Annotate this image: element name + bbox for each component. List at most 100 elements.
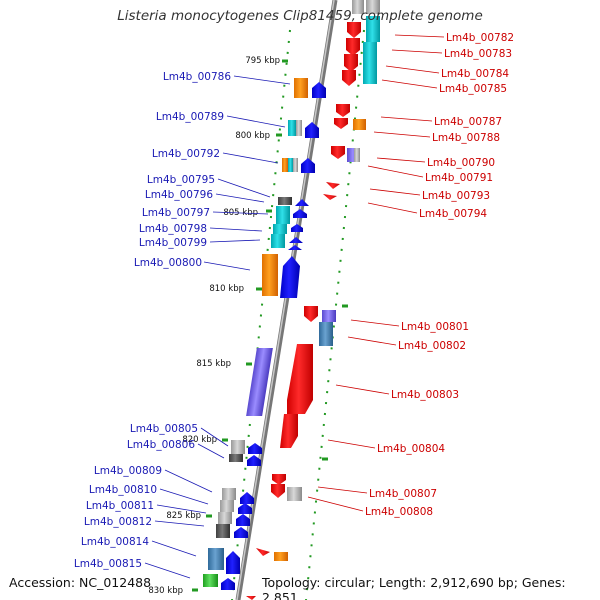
gene-arrow-red[interactable] — [271, 484, 285, 498]
gene-box[interactable] — [282, 158, 288, 172]
scale-label: 820 kbp — [182, 435, 217, 445]
gene-box[interactable] — [296, 120, 302, 136]
gene-label-left[interactable]: Lm4b_00800 — [134, 257, 202, 269]
gene-box[interactable] — [293, 158, 298, 172]
gene-arrow-red[interactable] — [326, 182, 340, 189]
gene-box[interactable] — [216, 524, 230, 538]
gene-box[interactable] — [322, 310, 336, 322]
gene-box[interactable] — [218, 512, 232, 524]
gene-arrow-red[interactable] — [246, 596, 256, 600]
gene-arrow-blue[interactable] — [248, 443, 262, 454]
gene-label-right[interactable]: Lm4b_00793 — [422, 190, 490, 202]
gene-box[interactable] — [366, 0, 380, 14]
gene-label-right[interactable]: Lm4b_00782 — [446, 32, 514, 44]
gene-label-left[interactable]: Lm4b_00806 — [127, 439, 195, 451]
gene-box[interactable] — [208, 548, 224, 570]
gene-label-left[interactable]: Lm4b_00795 — [147, 174, 215, 186]
gene-label-right[interactable]: Lm4b_00791 — [425, 172, 493, 184]
gene-box[interactable] — [319, 322, 333, 346]
gene-arrow-red[interactable] — [331, 146, 345, 159]
gene-arrow-blue[interactable] — [305, 122, 319, 138]
gene-arrow-red[interactable] — [347, 22, 361, 38]
gene-box[interactable] — [288, 120, 296, 136]
gene-arrow-red[interactable] — [334, 118, 348, 129]
gene-arrow-red[interactable] — [272, 474, 286, 485]
gene-box[interactable] — [273, 224, 287, 234]
gene-label-left[interactable]: Lm4b_00812 — [84, 516, 152, 528]
gene-arrow-blue[interactable] — [301, 158, 315, 173]
gene-box[interactable] — [220, 500, 234, 512]
gene-label-left[interactable]: Lm4b_00792 — [152, 148, 220, 160]
gene-label-left[interactable]: Lm4b_00815 — [74, 558, 142, 570]
gene-label-right[interactable]: Lm4b_00790 — [427, 157, 495, 169]
gene-arrow-red[interactable] — [336, 104, 350, 117]
gene-label-right[interactable]: Lm4b_00807 — [369, 488, 437, 500]
gene-box[interactable] — [288, 158, 293, 172]
gene-box[interactable] — [271, 234, 285, 248]
gene-box[interactable] — [231, 440, 245, 454]
gene-label-right[interactable]: Lm4b_00783 — [444, 48, 512, 60]
gene-label-left[interactable]: Lm4b_00814 — [81, 536, 149, 548]
gene-arrow-red[interactable] — [346, 38, 360, 56]
gene-label-right[interactable]: Lm4b_00802 — [398, 340, 466, 352]
gene-arrow-red[interactable] — [256, 548, 270, 556]
gene-arrow-blue[interactable] — [238, 503, 252, 514]
gene-arrow-blue[interactable] — [291, 224, 303, 232]
gene-label-right[interactable]: Lm4b_00794 — [419, 208, 487, 220]
gene-label-right[interactable]: Lm4b_00787 — [434, 116, 502, 128]
gene-label-right[interactable]: Lm4b_00788 — [432, 132, 500, 144]
gene-arrow-blue[interactable] — [280, 256, 300, 298]
gene-box[interactable] — [352, 0, 364, 14]
gene-box[interactable] — [274, 552, 288, 561]
gene-arrow-blue[interactable] — [295, 199, 309, 206]
gene-box[interactable] — [287, 487, 302, 501]
gene-arrow-blue[interactable] — [226, 551, 240, 574]
gene-arrow-blue[interactable] — [247, 455, 261, 466]
gene-label-right[interactable]: Lm4b_00804 — [377, 443, 445, 455]
gene-label-left[interactable]: Lm4b_00805 — [130, 423, 198, 435]
gene-label-right[interactable]: Lm4b_00803 — [391, 389, 459, 401]
gene-arrow-blue[interactable] — [221, 578, 235, 590]
gene-label-left[interactable]: Lm4b_00798 — [139, 223, 207, 235]
gene-arrow-red[interactable] — [280, 414, 298, 448]
gene-arrow-red[interactable] — [342, 70, 356, 86]
gene-box[interactable] — [222, 488, 236, 500]
gene-label-left[interactable]: Lm4b_00799 — [139, 237, 207, 249]
gene-label-left[interactable]: Lm4b_00786 — [163, 71, 231, 83]
gene-label-right[interactable]: Lm4b_00785 — [439, 83, 507, 95]
gene-arrow-red[interactable] — [344, 54, 358, 72]
gene-arrow-blue[interactable] — [234, 527, 248, 538]
gene-box[interactable] — [262, 254, 278, 296]
gene-arrow-blue[interactable] — [293, 209, 307, 218]
gene-box[interactable] — [353, 119, 366, 130]
gene-box[interactable] — [278, 197, 292, 205]
gene-label-right[interactable]: Lm4b_00808 — [365, 506, 433, 518]
scale-label: 825 kbp — [166, 511, 201, 521]
gene-arrow-blue[interactable] — [288, 245, 302, 250]
gene-label-left[interactable]: Lm4b_00789 — [156, 111, 224, 123]
gene-label-left[interactable]: Lm4b_00809 — [94, 465, 162, 477]
gene-label-right[interactable]: Lm4b_00801 — [401, 321, 469, 333]
gene-box[interactable] — [276, 206, 290, 224]
gene-label-left[interactable]: Lm4b_00797 — [142, 207, 210, 219]
gene-box[interactable] — [246, 348, 273, 416]
gene-box[interactable] — [229, 454, 243, 462]
left-leader-lines — [144, 75, 291, 579]
gene-arrow-red[interactable] — [304, 306, 318, 322]
gene-arrow-blue[interactable] — [236, 514, 250, 526]
gene-box[interactable] — [354, 148, 360, 162]
gene-label-right[interactable]: Lm4b_00784 — [441, 68, 509, 80]
gene-arrow-blue[interactable] — [240, 492, 254, 504]
gene-label-left[interactable]: Lm4b_00811 — [86, 500, 154, 512]
gene-box[interactable] — [203, 574, 218, 587]
gene-label-left[interactable]: Lm4b_00796 — [145, 189, 213, 201]
gene-arrow-blue[interactable] — [289, 237, 303, 243]
gene-box[interactable] — [294, 78, 308, 98]
gene-arrow-red[interactable] — [287, 344, 313, 414]
gene-label-left[interactable]: Lm4b_00810 — [89, 484, 157, 496]
gene-box[interactable] — [363, 42, 377, 84]
gene-box[interactable] — [366, 16, 380, 42]
gene-arrow-red[interactable] — [323, 194, 337, 200]
gene-arrow-blue[interactable] — [312, 82, 326, 98]
